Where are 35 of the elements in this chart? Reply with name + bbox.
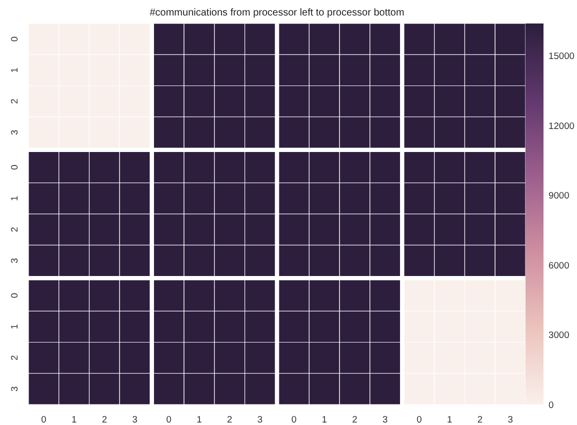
color-bar-label: 15000 (548, 51, 574, 62)
color-bar-label: 12000 (548, 120, 574, 131)
x-tick-label: 2 (102, 414, 108, 424)
y-tick-label: 0 (10, 36, 20, 42)
x-tick-label: 1 (196, 414, 202, 424)
y-tick-label: 2 (10, 98, 20, 104)
x-tick-label: 0 (291, 414, 297, 424)
y-tick-label: 2 (10, 355, 20, 360)
y-tick-label: 0 (10, 164, 20, 170)
x-tick-label: 3 (508, 414, 513, 424)
y-tick-label: 1 (10, 68, 20, 73)
y-tick-label: 1 (10, 196, 20, 202)
x-tick-label: 2 (227, 414, 232, 424)
y-tick-label: 3 (10, 258, 20, 264)
y-tick-label: 3 (10, 130, 20, 136)
x-tick-label: 1 (71, 414, 77, 424)
y-tick-label: 0 (10, 292, 20, 298)
x-tick-label: 3 (382, 414, 388, 424)
y-tick-label: 2 (10, 226, 20, 232)
color-bar-label: 3000 (548, 330, 570, 340)
x-tick-label: 3 (257, 414, 263, 424)
y-tick-label: 1 (10, 324, 20, 330)
x-tick-label: 2 (477, 414, 483, 424)
color-bar-label: 9000 (548, 190, 570, 201)
chart-title: #communications from processor left to processor bottom (150, 8, 404, 18)
x-tick-label: 3 (132, 414, 138, 424)
x-tick-label: 1 (446, 414, 452, 424)
color-bar-label: 0 (548, 400, 554, 410)
x-tick-label: 0 (166, 414, 172, 424)
x-tick-label: 1 (322, 414, 327, 424)
color-bar-label: 6000 (548, 260, 570, 270)
x-tick-label: 0 (416, 414, 422, 424)
x-tick-label: 2 (352, 414, 358, 424)
y-tick-label: 3 (10, 386, 20, 392)
x-tick-label: 0 (41, 414, 46, 424)
